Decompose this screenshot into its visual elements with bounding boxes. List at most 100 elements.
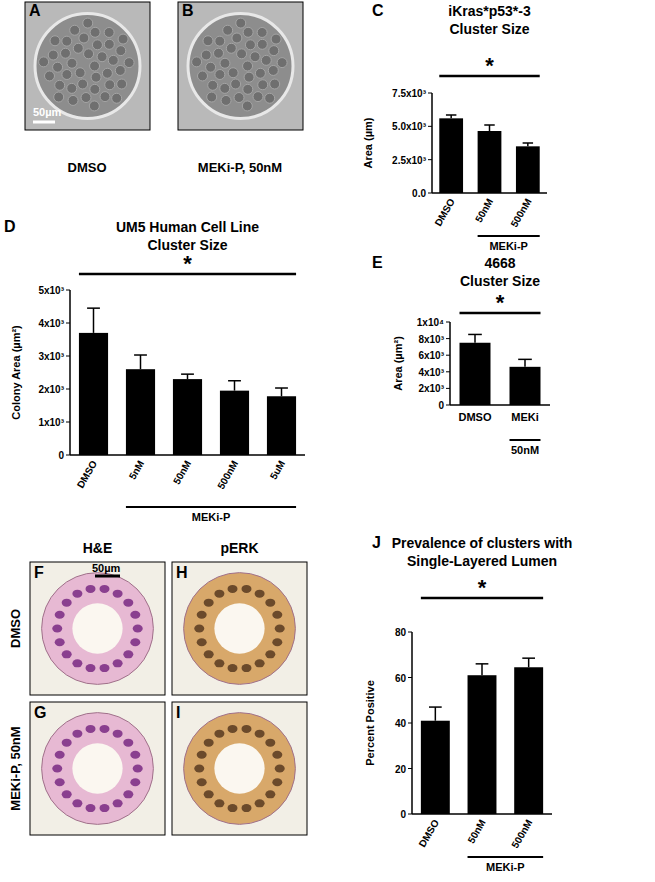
cell bbox=[75, 68, 85, 78]
bar bbox=[173, 379, 202, 455]
error-bar bbox=[446, 115, 456, 118]
cell bbox=[253, 92, 263, 102]
bar bbox=[514, 667, 543, 814]
y-tick bbox=[66, 290, 70, 291]
nucleus bbox=[194, 625, 204, 633]
nucleus bbox=[55, 751, 65, 759]
nucleus bbox=[62, 650, 72, 658]
column-header: H&E bbox=[83, 540, 113, 556]
row-header: MEKi-P, 50nM bbox=[8, 726, 23, 810]
nucleus bbox=[214, 799, 224, 807]
bar bbox=[267, 396, 296, 455]
cell bbox=[84, 49, 94, 59]
cell bbox=[115, 65, 125, 75]
marks bbox=[460, 334, 541, 405]
micrograph bbox=[178, 2, 303, 130]
y-tick bbox=[408, 677, 412, 678]
marks bbox=[421, 658, 543, 814]
panel-label: D bbox=[4, 218, 16, 235]
nucleus bbox=[62, 790, 72, 798]
x-tick-label: DMSO bbox=[432, 196, 457, 228]
nucleus bbox=[52, 625, 62, 633]
nucleus bbox=[272, 638, 282, 646]
nucleus bbox=[133, 625, 143, 633]
lumen bbox=[214, 603, 264, 653]
cell bbox=[67, 58, 77, 68]
bar bbox=[439, 118, 463, 193]
error-bar bbox=[181, 374, 194, 379]
chart-title: Prevalence of clusters with bbox=[392, 535, 573, 551]
nucleus bbox=[113, 730, 123, 738]
cell bbox=[124, 58, 134, 68]
cell bbox=[118, 34, 128, 44]
error-cap bbox=[522, 657, 535, 659]
x-tick-label: MEKi bbox=[511, 411, 539, 423]
cell bbox=[70, 25, 80, 35]
error-bar bbox=[484, 125, 494, 131]
cell bbox=[53, 62, 63, 72]
cell bbox=[270, 79, 280, 89]
micrograph-frame bbox=[30, 702, 165, 835]
cell bbox=[232, 33, 242, 43]
scale-bar bbox=[95, 575, 120, 578]
cell bbox=[104, 39, 114, 49]
nucleus bbox=[86, 664, 96, 672]
chart-title: 4668 bbox=[484, 255, 515, 271]
cell bbox=[215, 70, 225, 80]
y-axis bbox=[431, 93, 433, 193]
cell bbox=[104, 27, 114, 37]
chart: JPrevalence of clusters withSingle-Layer… bbox=[364, 534, 572, 873]
nucleus bbox=[197, 751, 207, 759]
cell bbox=[73, 43, 83, 53]
cluster bbox=[42, 713, 154, 825]
cell bbox=[236, 18, 246, 28]
y-tick-label: 20 bbox=[395, 764, 407, 775]
cell bbox=[250, 52, 260, 62]
error-cap bbox=[523, 142, 533, 144]
y-tick bbox=[428, 193, 432, 194]
nucleus bbox=[133, 765, 143, 773]
chart: CiKras*p53*-3Cluster SizeArea (µm)0.02.5… bbox=[362, 2, 547, 252]
cell bbox=[258, 80, 268, 90]
nucleus bbox=[272, 751, 282, 759]
cell bbox=[208, 80, 218, 90]
group-label: MEKi-P bbox=[192, 511, 231, 523]
nucleus bbox=[86, 804, 96, 812]
group-label: 50nM bbox=[511, 444, 539, 456]
cell bbox=[55, 80, 65, 90]
bar bbox=[478, 131, 502, 193]
image-caption: MEKi-P, 50nM bbox=[198, 160, 282, 175]
x-tick-label: DMSO bbox=[459, 411, 492, 423]
row-header: DMSO bbox=[8, 609, 23, 648]
cell bbox=[234, 93, 244, 103]
error-cap bbox=[429, 706, 442, 708]
nucleus bbox=[214, 659, 224, 667]
cell bbox=[112, 93, 122, 103]
cell bbox=[231, 79, 241, 89]
cell bbox=[201, 50, 211, 60]
chart-subtitle: Single-Layered Lumen bbox=[407, 553, 557, 569]
nucleus bbox=[197, 638, 207, 646]
nucleus bbox=[130, 778, 140, 786]
micrograph bbox=[30, 702, 165, 835]
y-tick bbox=[66, 422, 70, 423]
nucleus bbox=[265, 650, 275, 658]
x-tick-label: DMSO bbox=[75, 458, 100, 490]
y-axis bbox=[449, 322, 451, 405]
nucleus bbox=[123, 599, 133, 607]
error-bar bbox=[275, 388, 288, 396]
nucleus bbox=[197, 778, 207, 786]
nucleus bbox=[72, 799, 82, 807]
nucleus bbox=[275, 625, 285, 633]
y-tick-label: 60 bbox=[395, 673, 407, 684]
micrograph bbox=[25, 2, 150, 130]
error-stem bbox=[140, 355, 142, 369]
bar bbox=[516, 146, 540, 193]
y-tick bbox=[428, 126, 432, 127]
y-tick-label: 1x10³ bbox=[38, 417, 64, 428]
panel-label: B bbox=[182, 2, 194, 19]
micrograph bbox=[172, 562, 307, 695]
cell bbox=[237, 49, 247, 59]
bar bbox=[421, 721, 450, 814]
group-bracket bbox=[468, 856, 544, 858]
